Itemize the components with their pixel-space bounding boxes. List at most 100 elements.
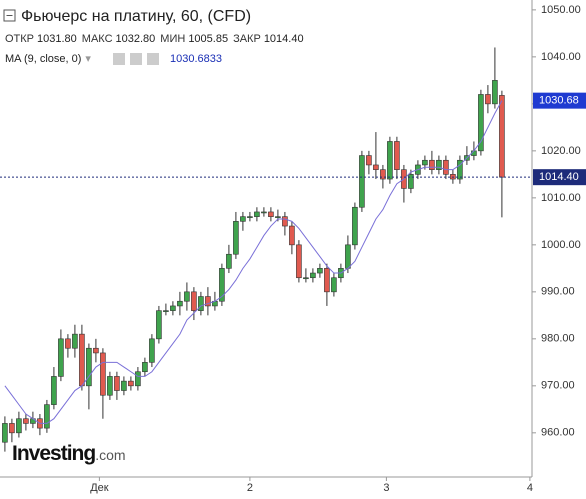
candle-body: [79, 333, 85, 387]
settings-icon[interactable]: [130, 53, 142, 65]
candle-body: [65, 338, 71, 349]
ohlc-label: МАКС: [82, 33, 113, 45]
candle-body: [373, 164, 379, 170]
candle-body: [492, 80, 498, 105]
candle-body: [198, 296, 204, 311]
candle-body: [303, 277, 309, 280]
ohlc-value: 1014.40: [264, 33, 304, 45]
candle-body: [16, 418, 22, 434]
chart-title: Фьючерс на платину, 60, (CFD): [21, 8, 251, 25]
candle-body: [226, 253, 232, 269]
candle-body: [436, 159, 442, 170]
candle-body: [485, 94, 491, 105]
candle-body: [478, 94, 484, 152]
x-tick-label: Дек: [90, 482, 109, 494]
y-tick-label: 980.00: [541, 333, 575, 345]
y-tick-label: 970.00: [541, 380, 575, 392]
ohlc-label: ОТКР: [5, 33, 34, 45]
watermark-suffix: .com: [95, 447, 125, 463]
candle-body: [58, 338, 64, 377]
ohlc-value: 1005.85: [188, 33, 228, 45]
y-tick-label: 1010.00: [541, 192, 581, 204]
ohlc-value: 1032.80: [116, 33, 156, 45]
candle-body: [205, 296, 211, 307]
candle-body: [170, 305, 176, 311]
ma-price-box: [533, 92, 586, 109]
y-tick-label: 1050.00: [541, 4, 581, 16]
ma-line: [4, 100, 503, 424]
candle-body: [191, 291, 197, 311]
plot-area: [0, 47, 532, 452]
ohlc-line: ОТКР 1031.80 МАКС 1032.80 МИН 1005.85 ЗАКР 1014…: [5, 33, 304, 45]
candle-body: [366, 155, 372, 166]
x-tick-label: 2: [247, 482, 253, 494]
candle-body: [457, 159, 463, 180]
candle-body: [275, 216, 281, 218]
candle-body: [51, 376, 57, 405]
candle-body: [352, 206, 358, 246]
last-price-box: [533, 169, 586, 186]
candle-body: [163, 310, 169, 312]
candle-body: [345, 244, 351, 269]
ma-legend: MA (9, close, 0) ▾: [5, 53, 91, 65]
candle-body: [499, 95, 505, 178]
candle-body: [219, 268, 225, 302]
candle-body: [149, 338, 155, 363]
candle-body: [247, 216, 253, 218]
candle-body: [114, 376, 120, 391]
x-tick-label: 3: [383, 482, 389, 494]
candle-body: [156, 310, 162, 340]
last-price-label: 1014.40: [539, 171, 579, 183]
candle-body: [23, 418, 29, 424]
candle-body: [310, 272, 316, 279]
ohlc-value: 1031.80: [37, 33, 77, 45]
ma-price-label: 1030.68: [539, 95, 579, 107]
settings-icon[interactable]: [113, 53, 125, 65]
candle-body: [380, 169, 386, 180]
candle-body: [2, 423, 8, 443]
candle-body: [261, 211, 267, 214]
candle-body: [233, 221, 239, 255]
y-tick-label: 1040.00: [541, 51, 581, 63]
candle-body: [142, 362, 148, 373]
candle-body: [184, 291, 190, 302]
candle-body: [72, 333, 78, 349]
y-tick-label: 990.00: [541, 286, 575, 298]
candle-body: [44, 404, 50, 429]
candle-body: [317, 268, 323, 274]
candle-body: [121, 380, 127, 391]
ma-name: MA (9, close, 0): [5, 53, 81, 65]
candle-body: [324, 268, 330, 293]
candle-body: [282, 216, 288, 227]
legend-header: Фьючерс на платину, 60, (CFD) ОТКР 1031.8…: [3, 8, 304, 65]
y-tick-label: 960.00: [541, 427, 575, 439]
candle-body: [100, 352, 106, 396]
candle-body: [86, 347, 92, 387]
watermark: Investing.com: [12, 442, 126, 465]
x-tick-label: 4: [527, 482, 533, 494]
y-tick-label: 1000.00: [541, 239, 581, 251]
candle-body: [296, 244, 302, 279]
close-icon[interactable]: [147, 53, 159, 65]
candle-body: [429, 159, 435, 170]
ma-value: 1030.6833: [170, 53, 222, 65]
candle-body: [443, 159, 449, 175]
ohlc-label: МИН: [160, 33, 185, 45]
candle-body: [268, 211, 274, 217]
candle-body: [107, 376, 113, 396]
y-axis: 960.00 970.00 980.00 990.00 1000.00 1010.00 10…: [90, 4, 586, 494]
candle-body: [422, 159, 428, 166]
candle-body: [331, 277, 337, 293]
ma-menu[interactable]: ▾: [85, 53, 91, 65]
watermark-brand: Investing: [12, 442, 95, 465]
candle-body: [240, 216, 246, 222]
candle-body: [177, 300, 183, 307]
candle-body: [93, 347, 99, 354]
candle-body: [408, 174, 414, 189]
candle-body: [289, 225, 295, 246]
candle-body: [9, 423, 15, 434]
candle-body: [359, 155, 365, 208]
candle-body: [394, 141, 400, 170]
ohlc-label: ЗАКР: [233, 33, 261, 45]
candle-body: [128, 380, 134, 387]
